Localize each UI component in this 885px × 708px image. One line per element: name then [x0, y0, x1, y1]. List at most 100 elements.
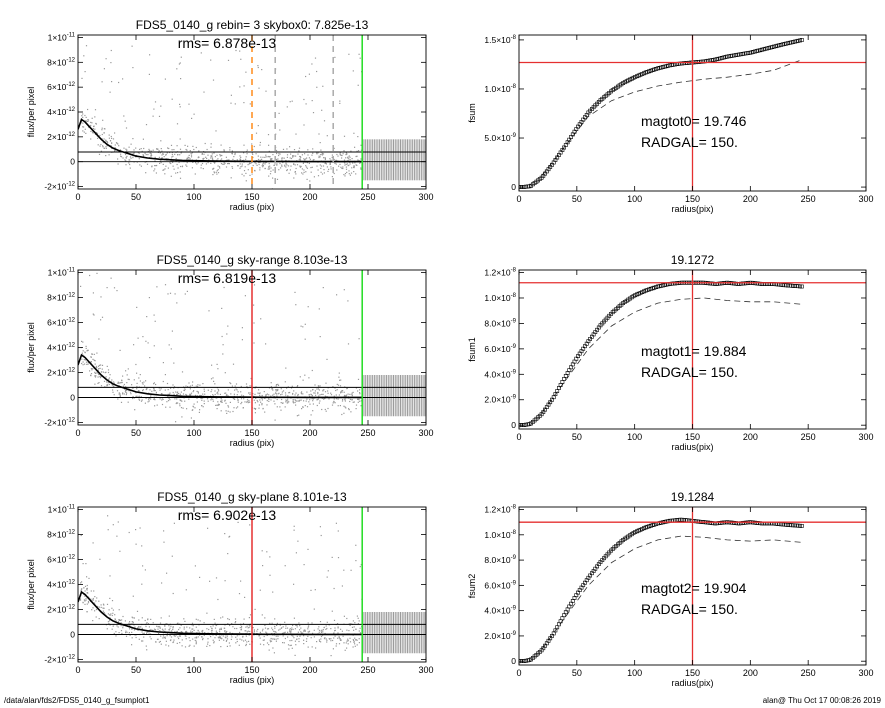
pixel-point — [102, 145, 104, 147]
pixel-point — [225, 392, 227, 394]
pixel-point — [321, 173, 324, 175]
pixel-point — [343, 412, 345, 414]
left3-ytick-label: 8×10-12 — [47, 530, 75, 540]
pixel-point — [170, 175, 172, 177]
pixel-point — [173, 386, 176, 388]
pixel-point — [98, 373, 100, 375]
pixel-point — [287, 386, 289, 388]
pixel-point — [87, 108, 89, 111]
right3-growth-curve — [519, 517, 804, 664]
pixel-point — [243, 618, 245, 620]
pixel-point — [305, 75, 307, 78]
pixel-point — [91, 369, 93, 371]
right1-annotation-0: magtot0= 19.746 — [641, 113, 747, 129]
left2-ytick-label: 6×10-12 — [47, 318, 75, 328]
pixel-point — [117, 158, 119, 160]
pixel-point — [336, 383, 338, 385]
pixel-point — [187, 145, 189, 147]
pixel-point — [84, 600, 86, 602]
left3-plot-area — [78, 507, 426, 662]
pixel-point — [216, 397, 218, 399]
pixel-point — [132, 396, 134, 398]
pixel-point — [215, 130, 217, 132]
pixel-point — [356, 639, 358, 641]
pixel-point — [296, 415, 298, 417]
pixel-point — [311, 166, 313, 168]
ytick-mantissa: 1.0×10 — [484, 84, 511, 94]
pixel-point — [111, 384, 113, 386]
pixel-point — [87, 120, 89, 122]
pixel-point — [86, 588, 88, 590]
pixel-point — [217, 158, 219, 160]
pixel-point — [125, 153, 127, 156]
pixel-point — [113, 385, 115, 388]
pixel-point — [314, 392, 316, 394]
pixel-point — [167, 396, 169, 398]
pixel-point — [131, 384, 133, 386]
pixel-point — [229, 401, 231, 403]
pixel-point — [97, 144, 99, 146]
pixel-point — [262, 165, 264, 167]
pixel-point — [259, 643, 262, 645]
pixel-point — [304, 374, 306, 376]
pixel-point — [226, 638, 229, 640]
pixel-point — [355, 560, 357, 562]
pixel-point — [304, 323, 306, 325]
ytick-mantissa: 8×10 — [47, 530, 66, 540]
pixel-point — [258, 635, 260, 637]
left1-ytick-label: -2×10-12 — [44, 182, 75, 192]
pixel-point — [344, 173, 347, 175]
pixel-point — [221, 307, 223, 309]
pixel-point — [359, 392, 361, 394]
pixel-point — [309, 158, 311, 160]
pixel-point — [173, 387, 175, 389]
pixel-point — [117, 143, 119, 145]
pixel-point — [341, 391, 343, 393]
pixel-point — [317, 152, 319, 154]
pixel-point — [333, 158, 335, 161]
pixel-point — [89, 370, 91, 372]
pixel-point — [164, 628, 166, 630]
pixel-point — [298, 638, 300, 640]
right3-xtick-label: 150 — [685, 668, 700, 678]
pixel-point — [135, 636, 137, 639]
pixel-point — [146, 631, 148, 633]
pixel-point — [281, 157, 283, 159]
pixel-point — [197, 392, 199, 394]
pixel-point — [279, 153, 281, 155]
pixel-point — [276, 152, 278, 155]
pixel-point — [84, 351, 86, 353]
pixel-point — [339, 385, 342, 387]
pixel-point — [199, 394, 201, 397]
right3-ytick-label: 1.2×10-8 — [484, 505, 516, 515]
left3-mean-profile — [78, 590, 363, 636]
pixel-point — [340, 392, 342, 394]
right1-plot-area — [519, 35, 866, 191]
pixel-point — [298, 622, 300, 624]
pixel-point — [235, 642, 237, 644]
pixel-point — [201, 630, 203, 632]
pixel-point — [185, 631, 187, 633]
pixel-point — [234, 153, 236, 155]
pixel-point — [122, 627, 124, 629]
pixel-point — [292, 628, 294, 630]
pixel-point — [158, 630, 160, 632]
pixel-point — [355, 155, 357, 158]
pixel-point — [91, 599, 93, 601]
pixel-point — [211, 155, 213, 157]
pixel-point — [94, 610, 96, 612]
pixel-point — [95, 600, 97, 602]
pixel-point — [166, 401, 168, 403]
pixel-point — [321, 393, 323, 395]
pixel-point — [293, 390, 295, 392]
pixel-point — [202, 639, 204, 641]
pixel-point — [310, 637, 312, 639]
left3-xtick-label: 50 — [131, 665, 141, 675]
pixel-point — [244, 295, 246, 297]
pixel-point — [94, 602, 96, 604]
pixel-point — [337, 626, 339, 628]
pixel-point — [132, 397, 134, 400]
pixel-point — [175, 631, 177, 633]
pixel-point — [117, 163, 119, 165]
pixel-point — [343, 395, 345, 397]
